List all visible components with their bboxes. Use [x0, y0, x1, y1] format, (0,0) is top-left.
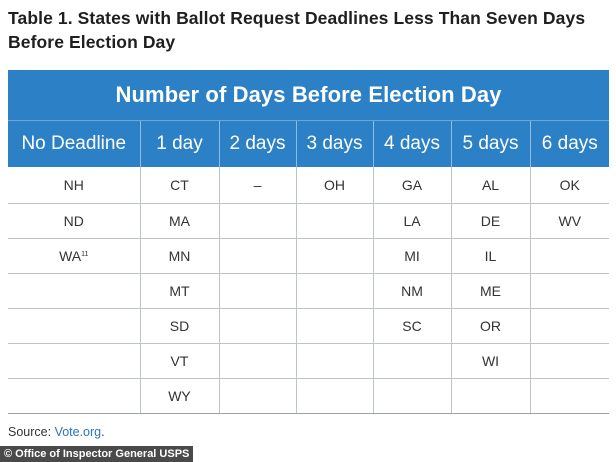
table-cell — [8, 273, 140, 309]
source-label: Source: — [8, 425, 55, 439]
table-cell: – — [218, 167, 296, 204]
column-header-1-day: 1 day — [139, 120, 219, 167]
table-cell: MA — [139, 203, 219, 239]
table-cell: DE — [450, 203, 530, 239]
column-header-6-days: 6 days — [529, 120, 610, 167]
table-cell: WY — [139, 378, 219, 414]
table-row: VT WI — [8, 343, 610, 379]
table-row: MT NM ME — [8, 273, 610, 309]
column-header-5-days: 5 days — [450, 120, 530, 167]
table-row: WA11 MN MI IL — [8, 238, 610, 274]
column-header-row: No Deadline 1 day 2 days 3 days 4 days 5… — [8, 120, 610, 167]
table-cell: MI — [372, 238, 451, 274]
table-cell — [372, 343, 451, 379]
table-cell: GA — [372, 167, 451, 204]
table-cell: MN — [139, 238, 219, 274]
table-cell — [218, 308, 296, 344]
table-cell — [529, 273, 610, 309]
table-cell: NH — [8, 167, 140, 204]
table-cell — [295, 273, 373, 309]
deadline-table-container: Number of Days Before Election Day No De… — [8, 70, 610, 414]
column-header-3-days: 3 days — [295, 120, 373, 167]
table-cell — [295, 378, 373, 414]
table-cell — [218, 203, 296, 239]
table-cell — [529, 343, 610, 379]
group-header: Number of Days Before Election Day — [8, 70, 610, 121]
table-cell — [450, 378, 530, 414]
table-cell: OH — [295, 167, 373, 204]
source-suffix: . — [101, 425, 105, 439]
table-cell — [218, 378, 296, 414]
table-cell: NM — [372, 273, 451, 309]
column-header-no-deadline: No Deadline — [8, 120, 140, 167]
table-cell: IL — [450, 238, 530, 274]
table-cell: SC — [372, 308, 451, 344]
table-cell — [372, 378, 451, 414]
table-cell: WI — [450, 343, 530, 379]
table-cell — [218, 238, 296, 274]
state-wa: WA — [59, 248, 82, 264]
table-cell — [218, 273, 296, 309]
table-cell — [529, 238, 610, 274]
table-row: WY — [8, 378, 610, 414]
table-cell: WA11 — [8, 238, 140, 274]
table-cell: LA — [372, 203, 451, 239]
table-cell — [295, 238, 373, 274]
table-cell — [218, 343, 296, 379]
table-cell: AL — [450, 167, 530, 204]
table-cell — [8, 343, 140, 379]
deadline-table: Number of Days Before Election Day No De… — [8, 70, 610, 414]
table-cell: MT — [139, 273, 219, 309]
column-header-2-days: 2 days — [218, 120, 296, 167]
table-cell — [529, 308, 610, 344]
footnote-marker: 11 — [81, 251, 89, 258]
table-cell: OK — [529, 167, 610, 204]
table-cell: WV — [529, 203, 610, 239]
table-cell: VT — [139, 343, 219, 379]
table-cell — [295, 308, 373, 344]
table-cell: OR — [450, 308, 530, 344]
table-cell — [8, 308, 140, 344]
table-cell: ND — [8, 203, 140, 239]
image-credit: © Office of Inspector General USPS — [0, 446, 194, 462]
table-cell — [8, 378, 140, 414]
table-row: NH CT – OH GA AL OK — [8, 167, 610, 204]
table-cell — [529, 378, 610, 414]
source-line: Source: Vote.org. — [8, 425, 105, 439]
table-cell — [295, 343, 373, 379]
table-cell: CT — [139, 167, 219, 204]
table-title: Table 1. States with Ballot Request Dead… — [8, 8, 586, 52]
table-row: ND MA LA DE WV — [8, 203, 610, 239]
table-cell: SD — [139, 308, 219, 344]
column-header-4-days: 4 days — [372, 120, 451, 167]
table-row: SD SC OR — [8, 308, 610, 344]
source-link[interactable]: Vote.org — [54, 425, 102, 439]
table-cell: ME — [450, 273, 530, 309]
table-cell — [295, 203, 373, 239]
